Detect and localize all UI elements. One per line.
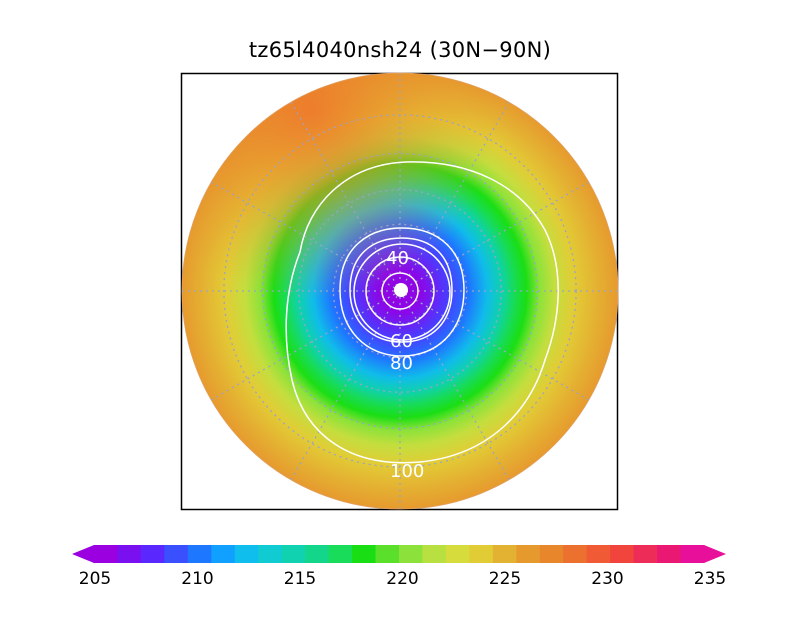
colorbar-cell bbox=[539, 545, 564, 563]
latitude-circle bbox=[261, 152, 539, 430]
meridian-line bbox=[290, 290, 401, 481]
colorbar-cell bbox=[211, 545, 236, 563]
colorbar-tick-label: 230 bbox=[591, 569, 623, 589]
colorbar-cell bbox=[469, 545, 494, 563]
colorbar-cell bbox=[399, 545, 424, 563]
colorbar-cell bbox=[680, 545, 705, 563]
map-boundary bbox=[181, 72, 619, 510]
meridian-line bbox=[290, 101, 401, 292]
contour-label-100: 100 bbox=[390, 461, 424, 482]
colorbar-cell bbox=[234, 545, 259, 563]
colorbar-arrow-left bbox=[72, 545, 94, 563]
colorbar-cell bbox=[422, 545, 447, 563]
colorbar-cell bbox=[516, 545, 541, 563]
colorbar-cell bbox=[610, 545, 635, 563]
colorbar-cell bbox=[305, 545, 330, 563]
latitude-circle bbox=[223, 114, 577, 468]
colorbar-cell bbox=[94, 545, 119, 563]
colorbar-tick-labels: 205 210 215 220 225 230 235 bbox=[79, 569, 726, 589]
meridian-line bbox=[399, 181, 590, 292]
contour-100 bbox=[285, 161, 559, 464]
colorbar-cell bbox=[328, 545, 353, 563]
colorbar-cell bbox=[352, 545, 377, 563]
contour-60 bbox=[349, 237, 453, 343]
colorbar-tick-label: 205 bbox=[79, 569, 111, 589]
colorbar-cell bbox=[164, 545, 189, 563]
colorbar-cells bbox=[94, 545, 705, 563]
pole-marker bbox=[394, 283, 408, 297]
colorbar-cell bbox=[117, 545, 142, 563]
contour-label-80: 80 bbox=[390, 353, 413, 374]
meridian-line bbox=[210, 290, 401, 401]
map-title: tz65l4040nsh24 (30N−90N) bbox=[248, 38, 552, 62]
colorbar-arrow-right bbox=[704, 545, 726, 563]
colorbar-cell bbox=[375, 545, 400, 563]
latitude-circle bbox=[298, 189, 502, 393]
contour-inner-1 bbox=[381, 272, 419, 310]
colorbar-cell bbox=[586, 545, 611, 563]
colorbar-tick-label: 215 bbox=[284, 569, 316, 589]
colorbar-cell bbox=[281, 545, 306, 563]
contour-inner-3 bbox=[353, 243, 451, 341]
meridian-line bbox=[399, 101, 510, 292]
contour-80 bbox=[339, 227, 465, 357]
meridian-line bbox=[210, 181, 401, 292]
meridian-line bbox=[399, 290, 590, 401]
colorbar-cell bbox=[492, 545, 517, 563]
colorbar-cell bbox=[140, 545, 165, 563]
contour-inner-2 bbox=[365, 256, 435, 326]
lat-lon-grid bbox=[182, 73, 618, 509]
meridian-line bbox=[399, 290, 510, 481]
colorbar-tick-label: 225 bbox=[489, 569, 521, 589]
colorbar-cell bbox=[187, 545, 212, 563]
colorbar-cell bbox=[633, 545, 658, 563]
colorbar-cell bbox=[445, 545, 470, 563]
latitude-circle bbox=[366, 257, 434, 325]
colorbar-cell bbox=[563, 545, 588, 563]
colorbar-cell bbox=[657, 545, 682, 563]
colorbar-tick-label: 210 bbox=[181, 569, 213, 589]
colorbar-tick-label: 220 bbox=[386, 569, 418, 589]
colorbar-cell bbox=[258, 545, 283, 563]
contour-label-60: 60 bbox=[390, 331, 413, 352]
contour-lines bbox=[285, 161, 559, 464]
colorbar-tick-label: 235 bbox=[694, 569, 726, 589]
contour-label-40: 40 bbox=[386, 248, 409, 269]
